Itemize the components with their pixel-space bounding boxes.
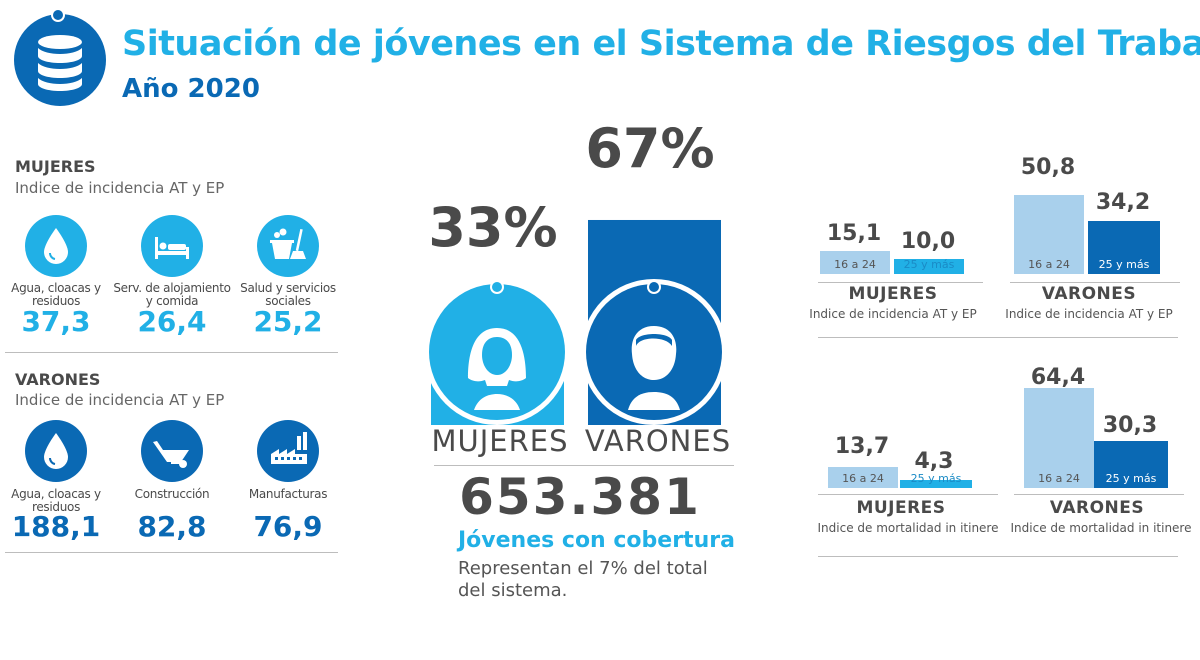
divider (1010, 282, 1180, 283)
bar-value-label: 15,1 (826, 221, 882, 246)
varones-cat-manufacturas: Manufacturas (248, 487, 328, 501)
bar (900, 480, 972, 488)
varones-val-construccion: 82,8 (137, 510, 207, 543)
chart-subtitle: Indice de incidencia AT y EP (1005, 307, 1173, 321)
varones-val-manufacturas: 76,9 (253, 510, 323, 543)
mujeres-cat-agua: Agua, cloacas y residuos (11, 281, 101, 308)
bar-category-label: 16 a 24 (1028, 258, 1070, 271)
mujeres-label: MUJERES (431, 424, 569, 458)
database-icon (38, 35, 82, 91)
bar (828, 466, 898, 488)
bar (1094, 441, 1168, 488)
divider (5, 352, 338, 353)
bar-category-label: 25 y más (903, 258, 955, 271)
man-icon (628, 326, 680, 410)
water-drop-icon (25, 420, 87, 482)
bar-value-label: 64,4 (1030, 365, 1086, 390)
mujeres-cat-alojamiento: Serv. de alojamiento y comida (113, 281, 231, 308)
divider (1014, 494, 1184, 495)
water-drop-icon (25, 215, 87, 277)
mujeres-val-salud: 25,2 (253, 305, 323, 338)
varones-panel-title: VARONES (15, 370, 101, 389)
chart-title: MUJERES (856, 498, 946, 518)
mujeres-ring-dot (490, 280, 504, 294)
logo-circle (14, 14, 106, 106)
bar-value-label: 10,0 (900, 229, 956, 254)
varones-cat-construccion: Construcción (134, 487, 210, 501)
chart-subtitle: Indice de incidencia AT y EP (809, 307, 977, 321)
chart-title: MUJERES (848, 284, 938, 304)
chart-title: VARONES (1049, 498, 1145, 518)
bar-value-label: 34,2 (1095, 190, 1151, 215)
bed-icon (141, 215, 203, 277)
mujeres-panel-title: MUJERES (15, 157, 96, 176)
varones-cat-agua: Agua, cloacas y residuos (11, 487, 101, 514)
varones-ring-dot (647, 280, 661, 294)
bar-category-label: 25 y más (910, 472, 962, 485)
bar-category-label: 25 y más (1105, 472, 1157, 485)
chart-title: VARONES (1041, 284, 1137, 304)
chart-subtitle: Indice de mortalidad in itinere (817, 521, 999, 535)
factory-icon (257, 420, 319, 482)
mujeres-pct: 33% (428, 196, 558, 259)
page-title: Situación de jóvenes en el Sistema de Ri… (122, 24, 1200, 64)
mujeres-val-alojamiento: 26,4 (137, 305, 207, 338)
varones-pct: 67% (585, 117, 715, 180)
bar (894, 258, 964, 274)
varones-label: VARONES (584, 424, 732, 458)
page-subtitle: Año 2020 (122, 74, 260, 104)
mujeres-panel-subtitle: Indice de incidencia AT y EP (15, 179, 225, 197)
bar-value-label: 30,3 (1102, 413, 1158, 438)
gender-split-chart (424, 219, 727, 425)
divider (818, 556, 1178, 557)
bar (1088, 220, 1160, 274)
divider (818, 337, 1178, 338)
bar-category-label: 16 a 24 (1038, 472, 1080, 485)
bar (1024, 388, 1094, 488)
varones-val-agua: 188,1 (11, 510, 101, 543)
bar-category-label: 16 a 24 (842, 472, 884, 485)
divider (5, 552, 338, 553)
divider (434, 465, 734, 466)
divider (818, 494, 998, 495)
chart-subtitle: Indice de mortalidad in itinere (1010, 521, 1192, 535)
logo-dot (51, 8, 65, 22)
bar-value-label: 4,3 (914, 449, 954, 474)
bar (1014, 195, 1084, 274)
bar-value-label: 50,8 (1020, 155, 1076, 180)
bar (820, 250, 890, 274)
mujeres-cat-salud: Salud y servicios sociales (240, 281, 336, 308)
coverage-note: Representan el 7% del total del sistema. (458, 558, 708, 601)
bar-category-label: 25 y más (1098, 258, 1150, 271)
wheelbarrow-icon (141, 420, 203, 482)
bar-category-label: 16 a 24 (834, 258, 876, 271)
divider (818, 282, 983, 283)
varones-panel-subtitle: Indice de incidencia AT y EP (15, 391, 225, 409)
total-jovenes: 653.381 (459, 468, 701, 526)
coverage-label: Jóvenes con cobertura (458, 528, 735, 553)
mujeres-val-agua: 37,3 (21, 305, 91, 338)
bar-value-label: 13,7 (834, 434, 890, 459)
cleaning-icon (257, 215, 319, 277)
